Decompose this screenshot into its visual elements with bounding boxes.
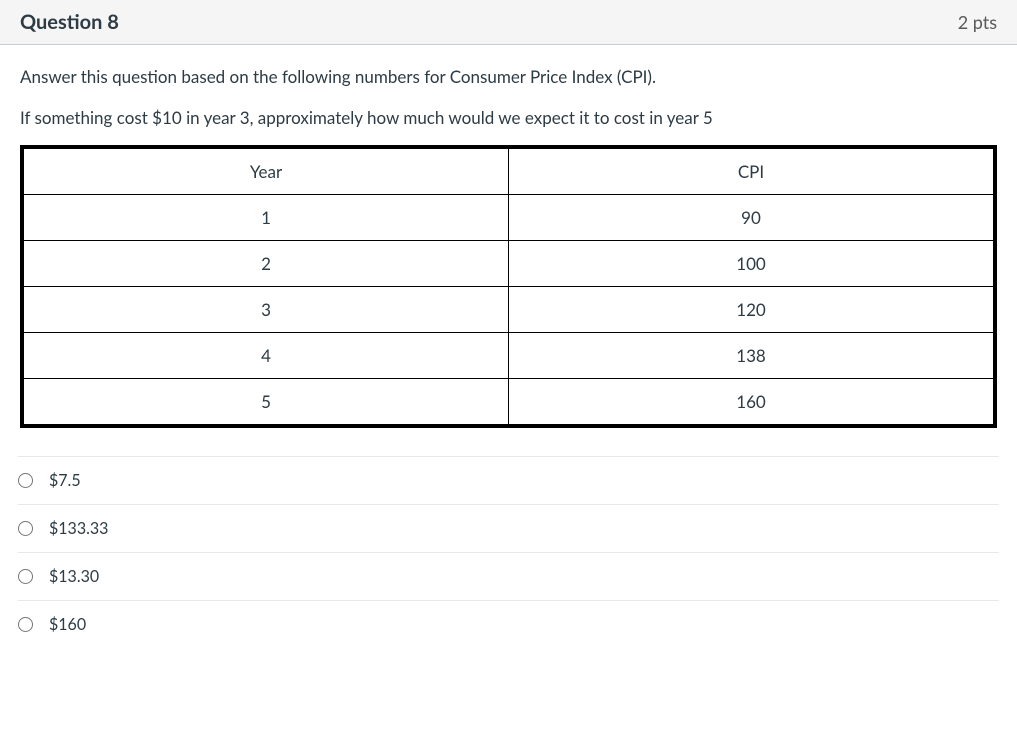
cell-year: 1 (22, 195, 509, 241)
question-header: Question 8 2 pts (0, 0, 1017, 45)
cell-cpi: 90 (509, 195, 996, 241)
choice-radio[interactable] (18, 617, 33, 632)
choice-label: $7.5 (49, 471, 81, 490)
choice-option[interactable]: $160 (18, 601, 999, 648)
cell-year: 5 (22, 379, 509, 427)
table-row: 1 90 (22, 195, 995, 241)
choice-option[interactable]: $7.5 (18, 456, 999, 505)
cpi-table: Year CPI 1 90 2 100 3 120 4 (20, 145, 997, 428)
choice-radio[interactable] (18, 473, 33, 488)
col-header-cpi: CPI (509, 147, 996, 195)
choice-radio[interactable] (18, 569, 33, 584)
answer-choices: $7.5 $133.33 $13.30 $160 (0, 456, 1017, 666)
choice-label: $133.33 (49, 519, 108, 538)
question-body: Answer this question based on the follow… (0, 45, 1017, 428)
question-title: Question 8 (20, 10, 119, 34)
question-points: 2 pts (958, 11, 997, 33)
table-header-row: Year CPI (22, 147, 995, 195)
table-row: 2 100 (22, 241, 995, 287)
choice-label: $13.30 (49, 567, 99, 586)
cell-cpi: 138 (509, 333, 996, 379)
table-row: 3 120 (22, 287, 995, 333)
prompt-line-2: If something cost $10 in year 3, approxi… (20, 104, 997, 131)
cell-cpi: 160 (509, 379, 996, 427)
cell-year: 2 (22, 241, 509, 287)
cell-cpi: 100 (509, 241, 996, 287)
choice-option[interactable]: $133.33 (18, 505, 999, 553)
cell-year: 4 (22, 333, 509, 379)
cell-year: 3 (22, 287, 509, 333)
choice-label: $160 (49, 615, 86, 634)
prompt-line-1: Answer this question based on the follow… (20, 63, 997, 90)
table-row: 5 160 (22, 379, 995, 427)
question-card: Question 8 2 pts Answer this question ba… (0, 0, 1017, 730)
table-row: 4 138 (22, 333, 995, 379)
cell-cpi: 120 (509, 287, 996, 333)
choice-option[interactable]: $13.30 (18, 553, 999, 601)
choice-radio[interactable] (18, 521, 33, 536)
col-header-year: Year (22, 147, 509, 195)
